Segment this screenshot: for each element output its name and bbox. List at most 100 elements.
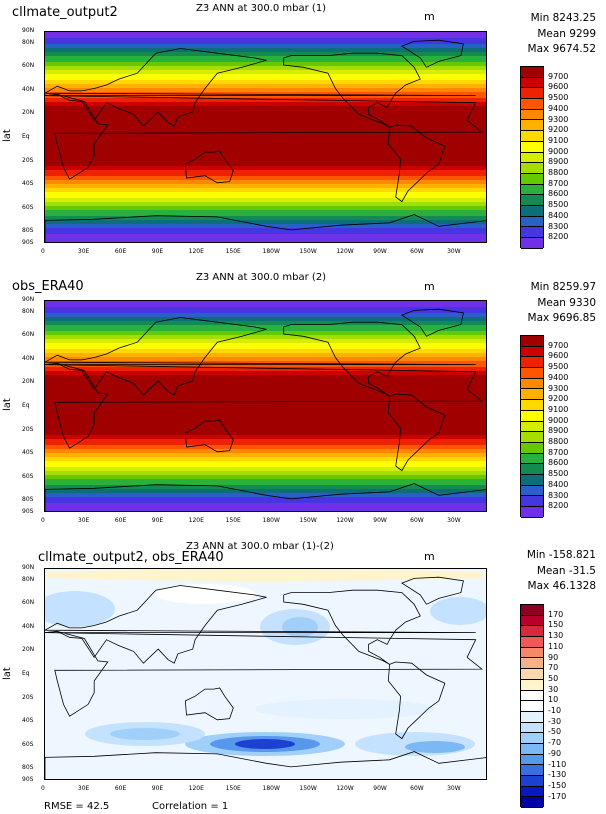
coastline [401,576,464,605]
coastline [184,150,234,184]
colorbar-label: 30 [548,684,559,694]
contour-band [45,176,486,179]
contour-blob [355,732,475,756]
contour-band [45,385,486,388]
lon-tick-label: 150E [225,248,241,255]
colorbar-label: 8200 [548,501,569,511]
lon-tick-label: 90E [151,248,164,255]
colorbar-swatch [521,453,543,465]
colorbar-label: 9600 [548,82,569,92]
contour-band [45,34,486,37]
lat-tick-label: 60N [22,62,35,70]
contour-band [45,325,486,328]
contour-band [45,381,486,384]
colorbar-swatch [521,432,543,443]
contour-band [45,451,486,454]
colorbar-label: -10 [548,706,562,715]
field-contours [45,301,486,511]
contour-band [45,375,486,378]
colorbar-swatch [521,765,543,776]
contour-band [45,118,486,121]
contour-band [45,152,486,155]
colorbar-swatch [521,722,543,734]
stat-max: Max 46.1328 [527,580,596,592]
contour-band [45,449,486,452]
contour-band [45,461,486,464]
colorbar-swatch [521,626,543,638]
colorbar-label: -110 [548,759,567,769]
contour-band [45,311,486,314]
colorbar-label: 8600 [548,458,569,468]
colorbar-label: 9500 [548,362,569,372]
contour-band [45,112,486,115]
contour-band [45,477,486,480]
colorbar-label: -130 [548,770,567,780]
lat-tick-label: 20S [22,693,34,701]
contour-band [45,401,486,404]
contour-band [45,329,486,332]
contour-band [45,485,486,488]
contour-band [45,228,486,231]
plot-title: Z3 ANN at 300.0 mbar (2) [196,272,327,283]
contour-band [45,154,486,157]
lat-tick-label: 40N [22,622,35,630]
contour-blob [255,699,435,719]
contour-band [45,78,486,81]
field-contours [45,569,486,779]
colorbar-swatch [521,658,543,670]
colorbar-label: 8600 [548,189,569,199]
contour-band [45,387,486,390]
contour-band [45,343,486,346]
contour-band [45,497,486,500]
contour-band [45,36,486,39]
lat-tick-label: 90S [22,239,34,246]
colorbar-swatch [521,442,543,454]
colorbar-label: 8700 [548,178,569,188]
colorbar-swatch [521,690,543,702]
contour-band [45,214,486,217]
contour-band [45,48,486,51]
case-label: obs_ERA40 [12,279,84,294]
contour-background [45,569,486,779]
colorbar-swatch [521,754,543,766]
units-label: m [424,550,435,563]
colorbar-swatch [521,184,543,196]
colorbar-swatch [521,141,543,153]
colorbar-swatch [521,410,543,422]
contour-band [45,457,486,460]
contour-band [45,361,486,364]
case-label: cllmate_output2, obs_ERA40 [38,550,224,565]
contour-blob [260,609,330,645]
colorbar-label: 9100 [548,404,569,414]
contour-band [45,86,486,89]
contour-band [45,505,486,508]
contour-band [45,62,486,65]
contour-band [45,425,486,428]
contour-band [45,240,486,242]
contour-band [45,94,486,97]
lat-tick-label: Eq [22,402,30,409]
contour-blob [45,591,115,627]
contour-band [45,341,486,344]
coastline [45,93,483,180]
colorbar-swatch [521,216,543,228]
colorbar-swatch [521,88,543,100]
contour-band [45,200,486,203]
colorbar-swatch [521,605,543,616]
contour-band [45,122,486,125]
coastline [387,661,446,740]
contour-band [45,345,486,348]
colorbar-swatch [521,67,543,78]
contour-band [45,479,486,482]
colorbar-label: 110 [548,641,564,651]
colorbar-swatch [521,400,543,411]
contour-band [45,411,486,414]
contour-band [45,327,486,330]
contour-band [45,501,486,504]
contour-band [45,226,486,229]
contour-band [45,427,486,430]
units-label: m [424,10,435,23]
contour-band [45,146,486,149]
contour-blob [235,739,295,749]
contour-band [45,305,486,308]
